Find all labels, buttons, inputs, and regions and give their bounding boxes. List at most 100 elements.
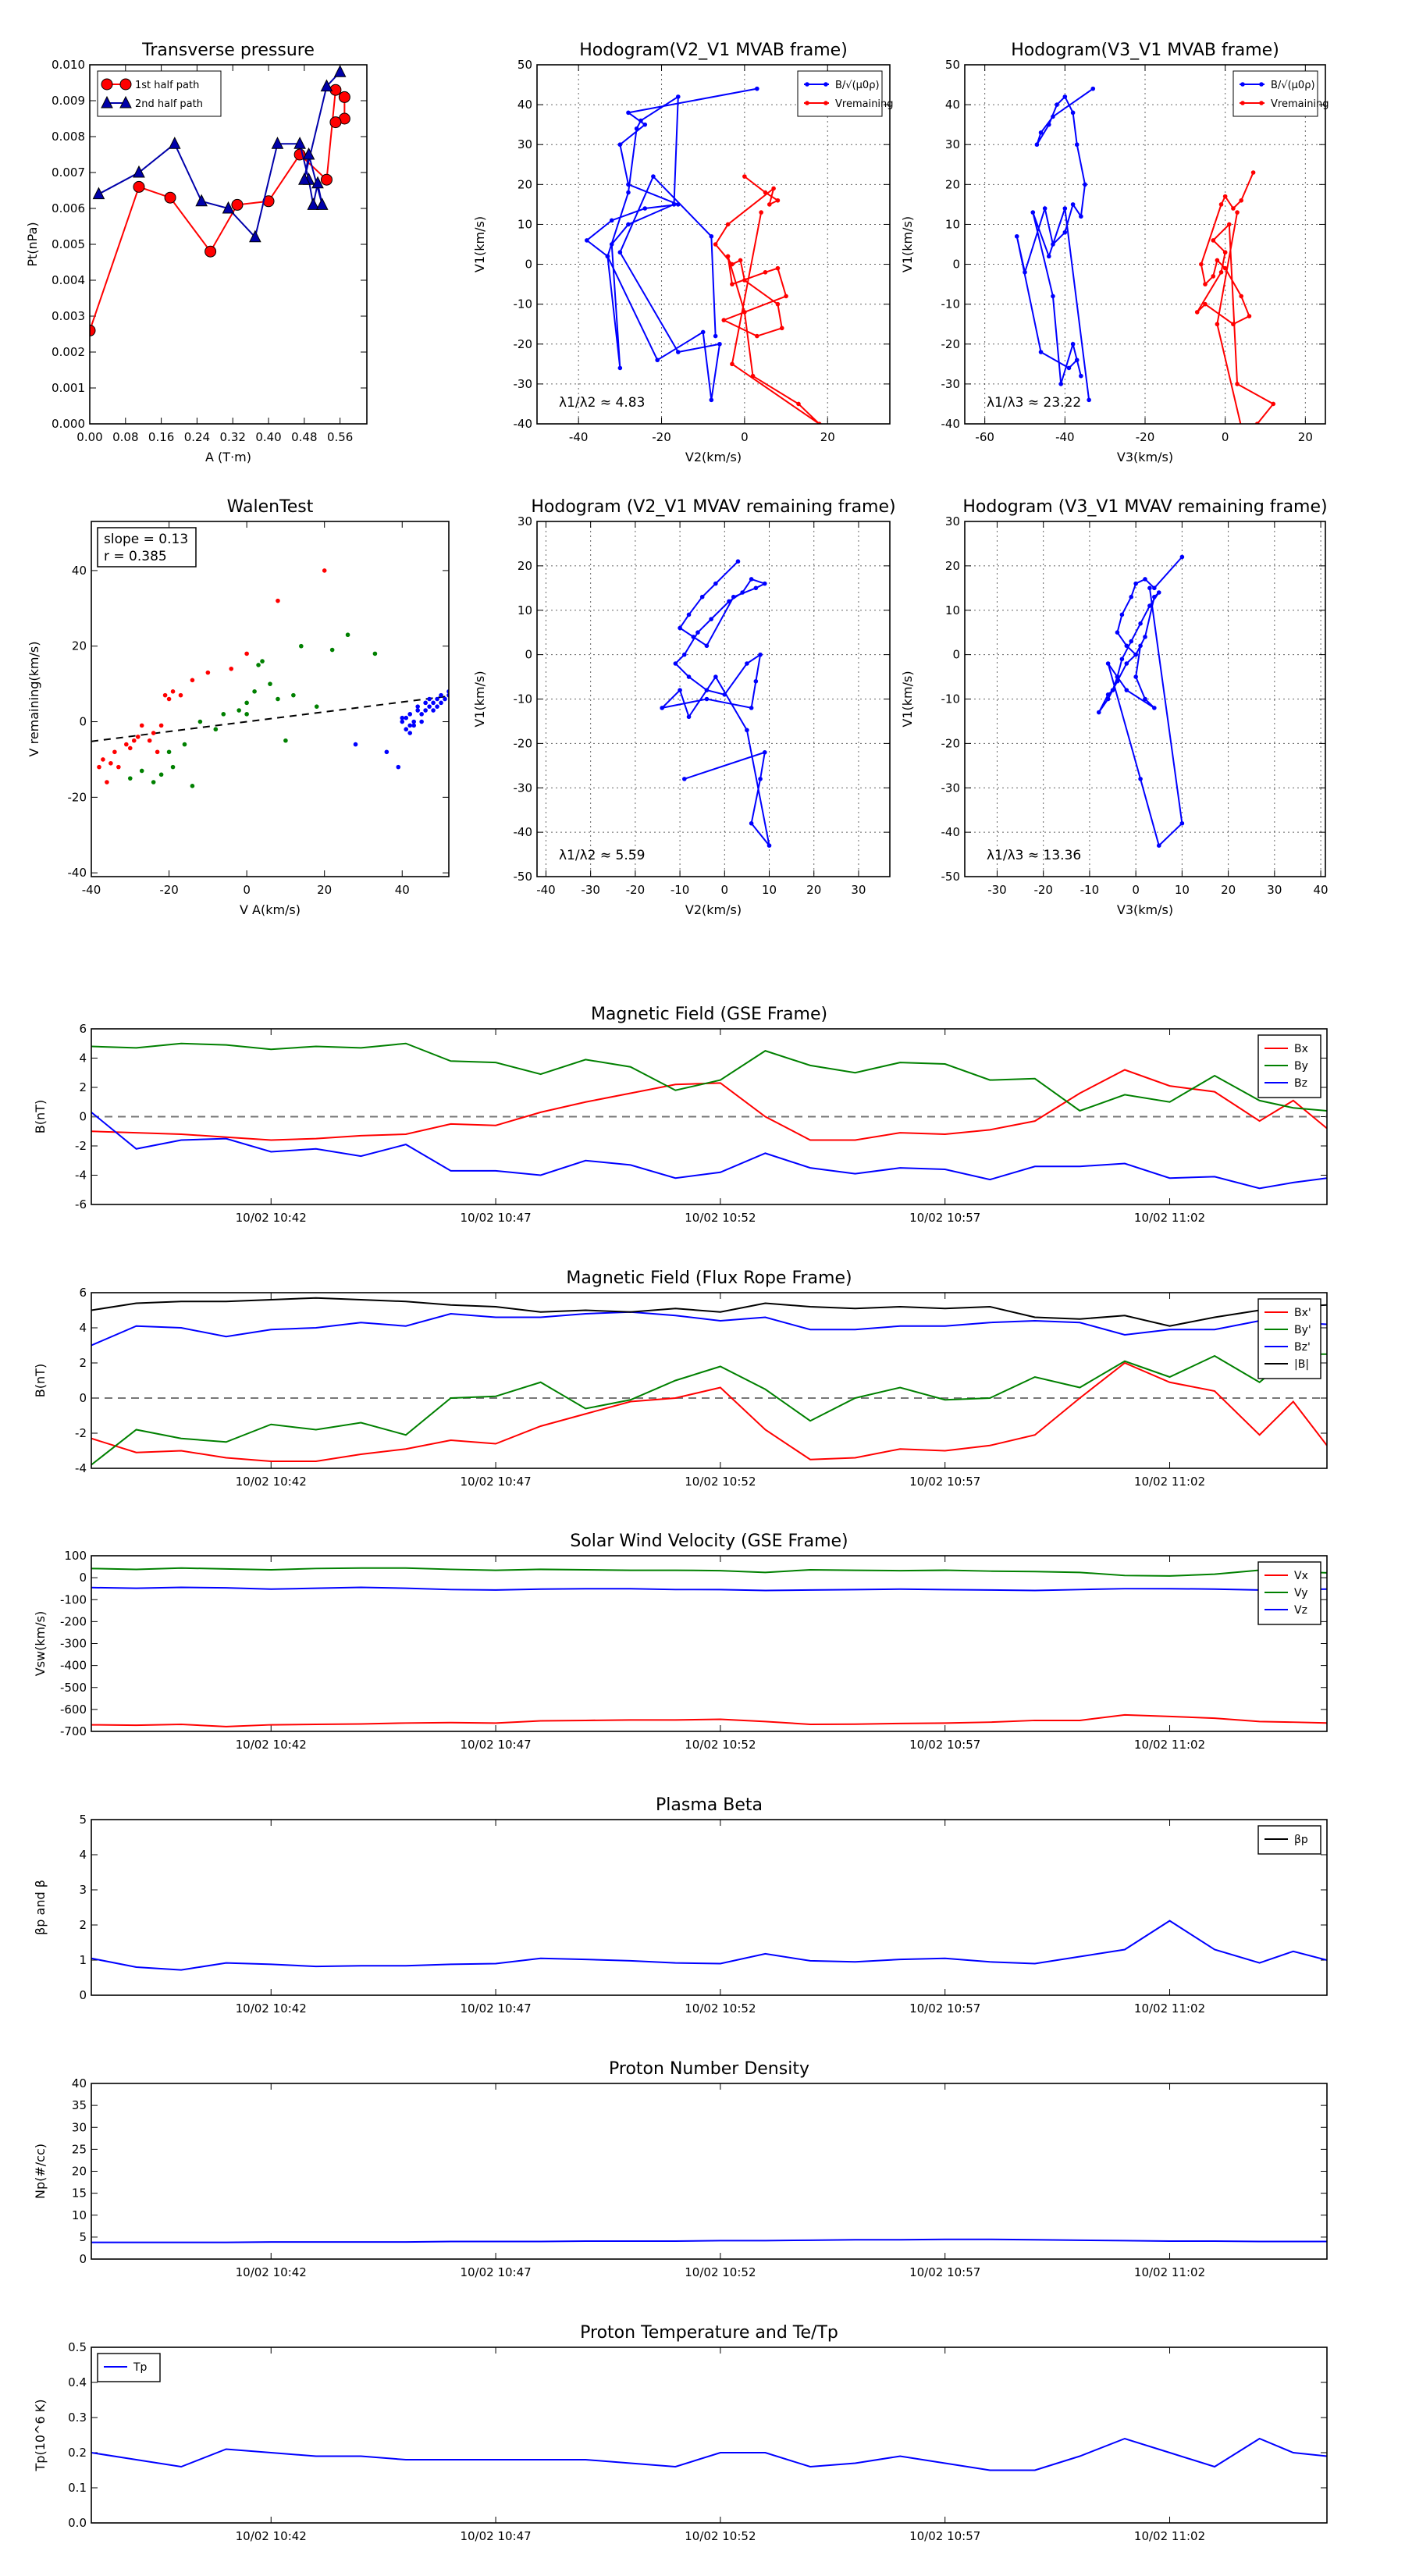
plot-marks (585, 86, 822, 424)
data-point (182, 742, 187, 747)
data-point (1124, 643, 1129, 649)
x-tick-label: 0 (721, 883, 729, 897)
data-point (291, 692, 296, 698)
data-point (1259, 101, 1264, 105)
chart-title: Magnetic Field (GSE Frame) (591, 1005, 827, 1024)
chart-title: Hodogram (V3_V1 MVAV remaining frame) (962, 497, 1327, 517)
data-point (162, 692, 168, 698)
data-point (1087, 397, 1091, 403)
data-point (147, 738, 152, 743)
data-point (1124, 661, 1129, 666)
x-tick-label: 10/02 10:52 (685, 2529, 756, 2543)
data-point (749, 577, 754, 582)
legend: 1st half path 2nd half path (97, 70, 222, 117)
data-point (1079, 373, 1083, 379)
data-point (112, 749, 117, 755)
data-point (415, 704, 420, 709)
data-point (244, 651, 249, 656)
panel-tp_temp: 0.0 0.1 0.2 0.3 0.4 0.5 10/02 10:42 10/02 10:47… (33, 2323, 1328, 2543)
data-point (1218, 202, 1224, 207)
plot-marks (660, 559, 772, 848)
y-tick-label: 0 (525, 258, 532, 272)
data-point (384, 749, 389, 755)
legend-label: Vx (1294, 1570, 1308, 1582)
legend-box (1232, 70, 1318, 117)
y-axis-label: Pt(nPa) (25, 222, 40, 266)
data-point (735, 559, 741, 564)
x-tick-label: 10/02 10:42 (236, 2001, 307, 2016)
chart-title: Hodogram(V3_V1 MVAB frame) (1011, 41, 1279, 60)
axes-frame (91, 1028, 1328, 1205)
data-point (745, 728, 749, 733)
data-point (205, 245, 217, 258)
data-point (1218, 269, 1224, 275)
y-tick-label: -10 (941, 297, 961, 311)
y-axis-label: Np(#/cc) (33, 2144, 48, 2199)
x-axis-label: V A(km/s) (240, 902, 301, 917)
series-line (585, 87, 758, 400)
chart-title: Proton Temperature and Te/Tp (580, 2323, 838, 2343)
data-point (1235, 382, 1240, 386)
axes-frame (89, 64, 368, 425)
y-axis-label: V1(km/s) (472, 216, 487, 272)
data-point (329, 647, 335, 653)
data-point (1110, 688, 1115, 692)
y-tick-label: 10 (518, 603, 532, 617)
data-point (1138, 643, 1143, 649)
x-tick-label: 10/02 10:47 (460, 2265, 531, 2279)
chart-title: Hodogram(V2_V1 MVAB frame) (579, 41, 848, 60)
data-point (642, 206, 648, 211)
data-point (713, 333, 718, 339)
series-0 (660, 559, 772, 848)
x-tick-label: 0.48 (291, 430, 317, 444)
data-point (276, 696, 280, 702)
r-text: r = 0.385 (104, 549, 167, 564)
panel-mag_fr: -4 -2 0 2 4 6 10/02 10:42 10/02 10:47 10/02 10:5… (33, 1268, 1328, 1489)
data-point (1115, 630, 1120, 635)
y-tick-label: -600 (60, 1703, 87, 1717)
data-point (139, 768, 144, 774)
data-point (762, 749, 767, 755)
x-tick-label: 10/02 10:57 (909, 1738, 980, 1752)
y-tick-label: -20 (941, 337, 961, 351)
data-point (1047, 254, 1051, 259)
data-point (1231, 322, 1236, 327)
data-point (302, 147, 315, 160)
x-tick-label: -30 (987, 883, 1007, 897)
y-tick-label: 20 (518, 177, 532, 191)
x-tick-label: -20 (652, 430, 671, 444)
data-point (1051, 242, 1055, 247)
data-point (626, 190, 631, 195)
data-point (108, 760, 113, 766)
y-tick-label: -300 (60, 1637, 87, 1651)
y-tick-label: 0.1 (68, 2481, 87, 2495)
axes-frame (91, 1819, 1328, 1996)
x-tick-label: -40 (536, 883, 556, 897)
x-tick-label: -20 (626, 883, 646, 897)
legend: B/√(μ0ρ) Vremaining (797, 70, 894, 117)
y-tick-label: 0.3 (68, 2411, 87, 2425)
data-point (671, 202, 677, 207)
data-point (127, 776, 133, 781)
y-tick-label: -50 (514, 870, 533, 884)
data-point (1240, 82, 1245, 87)
y-axis-label: Tp(10^6 K) (33, 2400, 48, 2472)
data-point (1083, 182, 1087, 187)
series-0 (1096, 554, 1185, 848)
y-axis-label: B(nT) (33, 1364, 48, 1397)
y-tick-label: -40 (941, 417, 961, 431)
legend: Vx Vy Vz (1257, 1561, 1321, 1625)
eigen-ratio-annotation: λ1/λ3 ≈ 13.36 (987, 848, 1081, 863)
x-tick-label: 10/02 11:02 (1134, 1475, 1205, 1489)
y-tick-label: 0 (79, 1988, 87, 2002)
data-point (1030, 210, 1036, 215)
axes-frame (91, 2083, 1328, 2260)
plot-marks (91, 2437, 1327, 2471)
data-point (333, 65, 347, 77)
eigen-ratio-annotation: λ1/λ3 ≈ 23.22 (987, 395, 1081, 411)
data-point (1074, 142, 1080, 148)
y-tick-label: 20 (518, 559, 532, 573)
y-tick-label: -30 (941, 781, 961, 795)
data-point (1070, 202, 1076, 207)
data-point (276, 598, 280, 603)
